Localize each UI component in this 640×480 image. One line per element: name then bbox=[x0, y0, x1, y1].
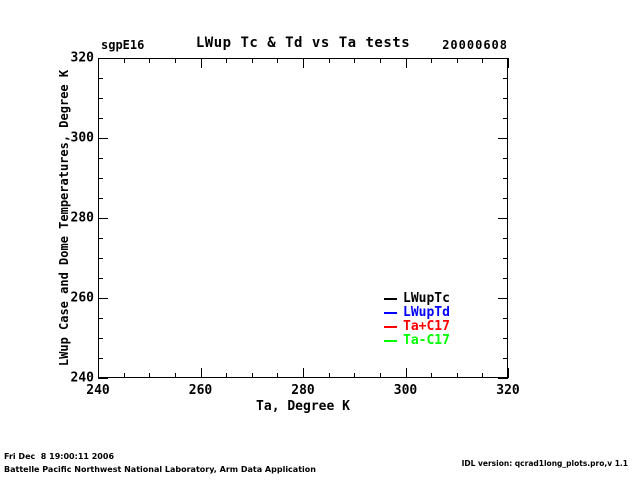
legend: LWupTc LWupTd Ta+C17 Ta-C17 bbox=[384, 292, 450, 348]
x-axis-title: Ta, Degree K bbox=[256, 399, 350, 414]
site-label: sgpE16 bbox=[101, 38, 145, 52]
y-tick-label-320: 320 bbox=[70, 50, 94, 66]
legend-label: LWupTc bbox=[403, 291, 450, 306]
footer-organization: Battelle Pacific Northwest National Labo… bbox=[4, 465, 316, 474]
plot-date-label: 20000608 bbox=[442, 38, 508, 52]
x-tick-label-260: 260 bbox=[188, 383, 213, 398]
y-tick-label-300: 300 bbox=[70, 130, 94, 146]
legend-item-Ta+C17: Ta+C17 bbox=[384, 320, 450, 334]
legend-item-LWupTc: LWupTc bbox=[384, 292, 450, 306]
footer-timestamp: Fri Dec 8 19:00:11 2006 bbox=[4, 452, 115, 461]
x-tick-label-240: 240 bbox=[86, 383, 110, 398]
x-tick-label-320: 320 bbox=[496, 383, 520, 398]
legend-line-swatch bbox=[384, 326, 397, 328]
legend-item-LWupTd: LWupTd bbox=[384, 306, 450, 320]
plot-title: LWup Tc & Td vs Ta tests bbox=[195, 35, 411, 51]
legend-line-swatch bbox=[384, 298, 397, 300]
y-tick-label-260: 260 bbox=[70, 290, 94, 306]
x-tick-label-300: 300 bbox=[393, 383, 418, 398]
y-tick-label-240: 240 bbox=[70, 370, 94, 386]
y-tick-label-280: 280 bbox=[70, 210, 94, 226]
legend-item-Ta-C17: Ta-C17 bbox=[384, 334, 450, 348]
plot-area bbox=[98, 58, 509, 379]
x-tick-label-280: 280 bbox=[291, 383, 315, 398]
legend-line-swatch bbox=[384, 312, 397, 314]
legend-line-swatch bbox=[384, 340, 397, 342]
legend-label: LWupTd bbox=[403, 305, 450, 320]
legend-label: Ta+C17 bbox=[403, 319, 450, 334]
idl-version-line: IDL version: qcrad1long_plots.pro,v 1.1 bbox=[461, 459, 628, 469]
legend-label: Ta-C17 bbox=[403, 333, 450, 348]
footer-provenance: IDL version: qcrad1long_plots.pro,v 1.1 … bbox=[401, 445, 628, 480]
